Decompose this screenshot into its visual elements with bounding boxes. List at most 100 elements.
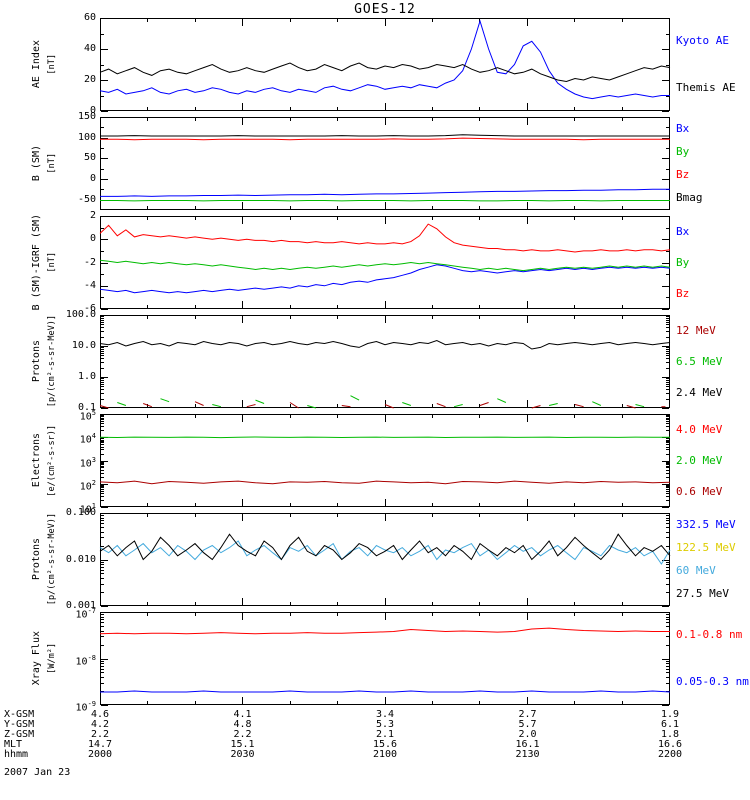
series-line-protons-low-2-4-mev bbox=[99, 339, 671, 350]
panel-protons-low: Protons [p/(cm²-s-sr-MeV)] 0.1 1.0 10.0 100.0… bbox=[0, 309, 750, 413]
ylabel-name-b-sm-igrf: B (SM)-IGRF (SM) bbox=[30, 214, 42, 311]
y-tick-label: -2 bbox=[83, 256, 96, 268]
footer-value-mlt-3: 16.1 bbox=[515, 739, 540, 750]
y-tick-label: 0 bbox=[89, 233, 96, 245]
footer-value-y-gsm-1: 4.8 bbox=[233, 719, 252, 730]
footer-value-z-gsm-2: 2.1 bbox=[375, 729, 395, 740]
series-line-protons-high-27-5-mev bbox=[99, 533, 671, 561]
footer-value-x-gsm-2: 3.4 bbox=[375, 709, 395, 720]
ylabel-name-protons-high: Protons bbox=[30, 538, 42, 581]
panel-b-sm-igrf: B (SM)-IGRF (SM) [nT] -6 -4 -2 0 2 Bx By Bz bbox=[0, 210, 750, 314]
series-line-ae-index-themis-ae bbox=[99, 62, 671, 83]
y-tick-label: 0 bbox=[89, 105, 96, 116]
series-line-xray-flux-0-1-0-8-nm bbox=[99, 627, 670, 635]
plot-area-electrons bbox=[99, 414, 671, 508]
legend-label-ae-index-themis-ae: Themis AE bbox=[676, 80, 736, 94]
ylabel-name-b-sm: B (SM) bbox=[30, 145, 42, 182]
plot-frame bbox=[100, 117, 670, 210]
series-line-b-sm-igrf-bx bbox=[99, 264, 671, 294]
plot-frame bbox=[100, 612, 670, 705]
footer-row-label-hhmm: hhmm bbox=[4, 749, 29, 760]
y-tick-label: 10-8 bbox=[75, 653, 96, 667]
legend-label-protons-high-27-5-mev: 27.5 MeV bbox=[676, 587, 729, 601]
legend-label-protons-high-60-mev: 60 MeV bbox=[676, 564, 716, 578]
y-tick-label: 2 bbox=[89, 210, 96, 221]
y-tick-label: 0.010 bbox=[65, 553, 96, 565]
panel-ae-index: AE Index [nT] 0 20 40 60 Kyoto AE Themis AE bbox=[0, 12, 750, 116]
legend-label-xray-flux-0-05-0-3-nm: 0.05-0.3 nm bbox=[676, 674, 749, 688]
series-line-electrons-2-0-mev bbox=[99, 436, 670, 439]
y-tick-label: 50 bbox=[83, 152, 96, 164]
y-tick-label: 20 bbox=[83, 74, 96, 85]
footer-value-z-gsm-0: 2.2 bbox=[90, 729, 110, 740]
series-line-b-sm-igrf-by bbox=[99, 259, 671, 272]
footer-value-hhmm-1: 2030 bbox=[230, 749, 255, 760]
y-tick-label: 0.1 bbox=[77, 402, 96, 413]
legend-label-electrons-0-6-mev: 0.6 MeV bbox=[676, 484, 723, 498]
y-tick-label: 10.0 bbox=[71, 340, 96, 351]
y-tick-label: 102 bbox=[79, 478, 96, 493]
footer-value-x-gsm-0: 4.6 bbox=[90, 709, 110, 720]
footer-row-label-mlt: MLT bbox=[4, 739, 23, 750]
plot-area-xray-flux bbox=[99, 612, 671, 706]
footer-value-y-gsm-2: 5.3 bbox=[375, 719, 395, 730]
y-tick-label: 60 bbox=[83, 12, 96, 23]
series-line-b-sm-bmag bbox=[100, 134, 670, 137]
legend-label-b-sm-by: By bbox=[676, 144, 690, 158]
footer-value-mlt-1: 15.1 bbox=[230, 739, 255, 750]
y-tick-label: 0 bbox=[89, 173, 96, 184]
panel-b-sm: B (SM) [nT] -50 0 50 100 150 Bx By Bz Bmag bbox=[0, 111, 750, 210]
footer-value-z-gsm-4: 1.8 bbox=[660, 729, 680, 740]
series-line-ae-index-kyoto-ae bbox=[99, 19, 670, 100]
footer-value-hhmm-4: 2200 bbox=[657, 749, 683, 760]
series-line-b-sm-igrf-bz bbox=[99, 223, 671, 253]
footer-value-mlt-0: 14.7 bbox=[87, 739, 113, 750]
y-tick-label: 10-9 bbox=[75, 700, 96, 714]
series-line-protons-low-6-5-mev bbox=[117, 395, 645, 409]
legend-label-b-sm-bx: Bx bbox=[676, 121, 690, 135]
ylabel-units-protons-low: [p/(cm²-s-sr-MeV)] bbox=[47, 315, 57, 408]
footer-date: 2007 Jan 23 bbox=[4, 767, 71, 778]
series-line-b-sm-bz bbox=[100, 137, 670, 141]
panel-protons-high: Protons [p/(cm²-s-sr-MeV)] 0.001 0.010 0.100… bbox=[0, 507, 750, 611]
y-tick-label: 1.0 bbox=[77, 371, 96, 382]
legend-label-electrons-2-0-mev: 2.0 MeV bbox=[676, 453, 723, 467]
y-tick-label: 10-7 bbox=[75, 607, 96, 621]
panel-xray-flux: Xray Flux [W/m²] 10-9 10-8 10-7 0.1-0.8 nm 0.0… bbox=[0, 607, 750, 713]
y-tick-label: 0.100 bbox=[65, 507, 96, 518]
plot-area-b-sm bbox=[100, 117, 670, 210]
footer-value-mlt-2: 15.6 bbox=[372, 739, 398, 750]
y-tick-label: -4 bbox=[83, 279, 96, 291]
y-tick-label: 0.001 bbox=[65, 600, 96, 611]
y-tick-label: 40 bbox=[83, 43, 96, 54]
legend-label-b-sm-bz: Bz bbox=[676, 168, 690, 182]
footer-value-x-gsm-4: 1.9 bbox=[660, 709, 680, 720]
series-line-protons-low-12-mev bbox=[99, 401, 666, 409]
plot-frame bbox=[100, 18, 670, 111]
legend-label-protons-low-2-4-mev: 2.4 MeV bbox=[676, 385, 723, 399]
plot-frame bbox=[100, 414, 670, 507]
plot-title: GOES-12 bbox=[354, 2, 416, 17]
legend-label-protons-low-6-5-mev: 6.5 MeV bbox=[676, 354, 723, 368]
plot-area-b-sm-igrf bbox=[99, 216, 671, 310]
legend-label-b-sm-igrf-bx: Bx bbox=[676, 224, 690, 238]
plot-frame bbox=[100, 315, 670, 408]
legend-label-protons-low-12-mev: 12 MeV bbox=[676, 323, 716, 337]
footer-value-hhmm-3: 2130 bbox=[515, 749, 540, 760]
series-line-xray-flux-0-05-0-3-nm bbox=[100, 690, 671, 693]
plot-area-protons-low bbox=[99, 315, 671, 409]
y-tick-label: -50 bbox=[77, 193, 96, 205]
plot-frame bbox=[100, 513, 670, 606]
series-line-electrons-0-6-mev bbox=[99, 480, 671, 485]
ylabel-name-protons-low: Protons bbox=[30, 340, 42, 383]
footer-value-y-gsm-4: 6.1 bbox=[660, 719, 680, 730]
y-tick-label: 150 bbox=[77, 111, 96, 122]
legend-label-xray-flux-0-1-0-8-nm: 0.1-0.8 nm bbox=[676, 628, 743, 642]
ylabel-name-xray-flux: Xray Flux bbox=[30, 631, 42, 686]
y-tick-label: 105 bbox=[79, 409, 96, 423]
ylabel-name-ae-index: AE Index bbox=[30, 40, 42, 89]
footer-value-x-gsm-3: 2.7 bbox=[518, 709, 537, 720]
y-tick-label: 100.0 bbox=[65, 309, 96, 320]
footer-value-hhmm-0: 2000 bbox=[87, 749, 113, 760]
